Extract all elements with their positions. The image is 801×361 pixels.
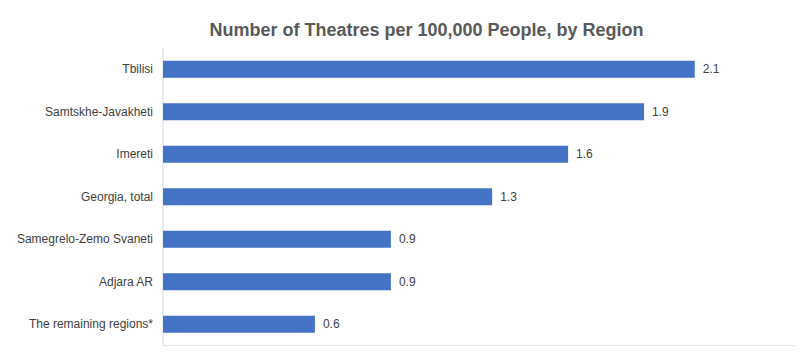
bar — [163, 146, 568, 163]
bars — [163, 61, 695, 333]
labels: Tbilisi 2.1 Samtskhe-Javakheti 1.9 Imereti 1.… — [17, 62, 720, 331]
data-label: 1.6 — [576, 147, 593, 161]
data-label: 1.9 — [652, 105, 669, 119]
category-label: Samegrelo-Zemo Svaneti — [17, 232, 153, 246]
chart-svg: Number of Theatres per 100,000 People, b… — [0, 0, 801, 361]
chart-container: Number of Theatres per 100,000 People, b… — [0, 0, 801, 361]
chart-title: Number of Theatres per 100,000 People, b… — [209, 20, 643, 40]
data-label: 1.3 — [500, 190, 517, 204]
data-label: 0.6 — [323, 317, 340, 331]
bar — [163, 316, 315, 333]
data-label: 0.9 — [399, 275, 416, 289]
bar — [163, 188, 492, 205]
background — [0, 0, 801, 361]
category-label: Adjara AR — [99, 275, 153, 289]
bar — [163, 273, 391, 290]
bar — [163, 61, 695, 78]
data-label: 0.9 — [399, 232, 416, 246]
category-label: The remaining regions* — [29, 317, 153, 331]
category-label: Imereti — [116, 147, 153, 161]
category-label: Georgia, total — [81, 190, 153, 204]
category-label: Samtskhe-Javakheti — [45, 105, 153, 119]
bar — [163, 231, 391, 248]
category-label: Tbilisi — [122, 62, 153, 76]
value-axis-line — [163, 345, 796, 346]
data-label: 2.1 — [703, 62, 720, 76]
bar — [163, 103, 644, 120]
